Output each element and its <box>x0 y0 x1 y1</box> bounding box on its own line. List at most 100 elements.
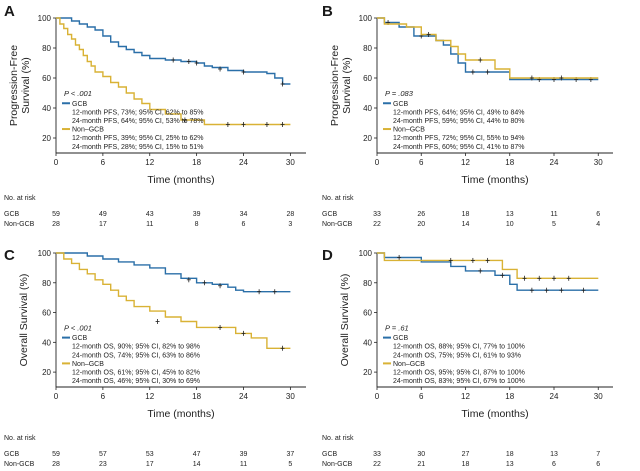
legend-stat: 24-month PFS, 64%; 95% CI, 53% to 78% <box>72 118 204 125</box>
at-risk-value: 28 <box>52 461 60 468</box>
at-risk-value: 23 <box>99 461 107 468</box>
legend-stat: 24-month OS, 46%; 95% CI, 30% to 69% <box>72 378 200 385</box>
y-tick-label: 100 <box>38 249 52 258</box>
x-tick-label: 24 <box>239 158 248 167</box>
at-risk-row-label: Non-GCB <box>322 461 353 468</box>
at-risk-value: 13 <box>506 461 514 468</box>
at-risk-value: 34 <box>240 211 248 218</box>
x-tick-label: 24 <box>550 392 559 401</box>
legend-stat: 24-month OS, 75%; 95% CI, 61% to 93% <box>393 352 521 359</box>
legend-label-non-gcb: Non–GCB <box>72 127 104 134</box>
at-risk-title: No. at risk <box>322 435 354 442</box>
legend-label-gcb: GCB <box>393 101 409 108</box>
at-risk-value: 33 <box>373 211 381 218</box>
at-risk-value: 14 <box>462 221 470 228</box>
at-risk-value: 7 <box>596 451 600 458</box>
x-tick-label: 6 <box>101 392 106 401</box>
at-risk-value: 6 <box>552 461 556 468</box>
at-risk-value: 6 <box>596 211 600 218</box>
x-tick-label: 0 <box>375 158 380 167</box>
at-risk-value: 33 <box>373 451 381 458</box>
legend-stat: 24-month OS, 74%; 95% CI, 63% to 86% <box>72 352 200 359</box>
x-tick-label: 30 <box>594 392 603 401</box>
legend-label-gcb: GCB <box>72 101 88 108</box>
x-tick-label: 24 <box>550 158 559 167</box>
at-risk-value: 21 <box>417 461 425 468</box>
curve-non-gcb <box>377 17 599 79</box>
at-risk-title: No. at risk <box>4 435 36 442</box>
at-risk-value: 28 <box>52 221 60 228</box>
legend-stat: 12-month OS, 61%; 95% CI, 45% to 82% <box>72 370 200 377</box>
x-tick-label: 30 <box>286 392 295 401</box>
at-risk-row-label: Non-GCB <box>322 221 353 228</box>
x-axis-label: Time (months) <box>461 408 528 420</box>
p-value: P < .001 <box>64 89 92 98</box>
y-tick-label: 40 <box>363 338 372 347</box>
at-risk-value: 11 <box>146 221 153 228</box>
x-tick-label: 12 <box>461 158 470 167</box>
x-tick-label: 6 <box>419 158 424 167</box>
at-risk-value: 43 <box>146 211 154 218</box>
y-tick-label: 40 <box>42 338 51 347</box>
legend-label-gcb: GCB <box>393 335 409 342</box>
at-risk-row-label: GCB <box>4 451 20 458</box>
legend-stat: 24-month PFS, 59%; 95% CI, 44% to 80% <box>393 118 525 125</box>
x-tick-label: 18 <box>192 392 201 401</box>
at-risk-value: 6 <box>242 221 246 228</box>
at-risk-value: 59 <box>52 211 60 218</box>
y-tick-label: 60 <box>42 309 51 318</box>
legend-stat: 24-month PFS, 28%; 95% CI, 15% to 51% <box>72 144 204 151</box>
at-risk-value: 53 <box>146 451 154 458</box>
at-risk-value: 39 <box>193 211 201 218</box>
x-axis-label: Time (months) <box>147 408 214 420</box>
at-risk-value: 37 <box>286 451 294 458</box>
y-axis-label: Overall Survival (%) <box>339 274 351 367</box>
x-tick-label: 0 <box>375 392 380 401</box>
at-risk-value: 22 <box>373 221 381 228</box>
y-tick-label: 40 <box>42 104 51 113</box>
panel-a: A 20 40 60 80 100 0 6 12 18 24 30 Progression-Free Su… <box>4 3 306 228</box>
at-risk-value: 13 <box>550 451 558 458</box>
at-risk-value: 27 <box>462 451 470 458</box>
p-value: P < .001 <box>64 323 92 332</box>
y-axis-label: Progression-Free <box>329 45 341 126</box>
p-value: P = .61 <box>385 323 409 332</box>
at-risk-row-label: GCB <box>4 211 20 218</box>
at-risk-value: 49 <box>99 211 107 218</box>
at-risk-value: 11 <box>550 211 557 218</box>
legend-label-gcb: GCB <box>72 335 88 342</box>
x-tick-label: 30 <box>286 158 295 167</box>
legend-stat: 12-month PFS, 73%; 95% CI, 62% to 85% <box>72 109 204 116</box>
legend-label-non-gcb: Non–GCB <box>393 127 425 134</box>
at-risk-row-label: GCB <box>322 211 338 218</box>
at-risk-value: 17 <box>99 221 107 228</box>
at-risk-value: 28 <box>286 211 294 218</box>
curve-non-gcb <box>377 252 599 279</box>
at-risk-value: 20 <box>417 221 425 228</box>
x-axis-label: Time (months) <box>461 174 528 186</box>
panel-label: B <box>322 3 333 20</box>
y-tick-label: 60 <box>363 74 372 83</box>
legend-stat: 12-month OS, 90%; 95% CI, 82% to 98% <box>72 344 200 351</box>
y-tick-label: 80 <box>363 279 372 288</box>
at-risk-value: 47 <box>193 451 201 458</box>
curve-gcb <box>56 252 291 293</box>
y-tick-label: 100 <box>359 249 373 258</box>
curve-non-gcb <box>56 252 291 349</box>
y-tick-label: 60 <box>363 309 372 318</box>
y-tick-label: 100 <box>38 14 52 23</box>
legend-stat: 12-month PFS, 64%; 95% CI, 49% to 84% <box>393 109 525 116</box>
x-tick-label: 24 <box>239 392 248 401</box>
x-tick-label: 6 <box>419 392 424 401</box>
y-tick-label: 80 <box>42 279 51 288</box>
at-risk-value: 18 <box>462 461 470 468</box>
at-risk-title: No. at risk <box>4 195 36 202</box>
at-risk-value: 59 <box>52 451 60 458</box>
at-risk-value: 17 <box>146 461 154 468</box>
at-risk-value: 8 <box>195 221 199 228</box>
at-risk-value: 18 <box>506 451 514 458</box>
at-risk-value: 11 <box>240 461 247 468</box>
y-tick-label: 20 <box>363 134 372 143</box>
panel-label: C <box>4 247 15 264</box>
